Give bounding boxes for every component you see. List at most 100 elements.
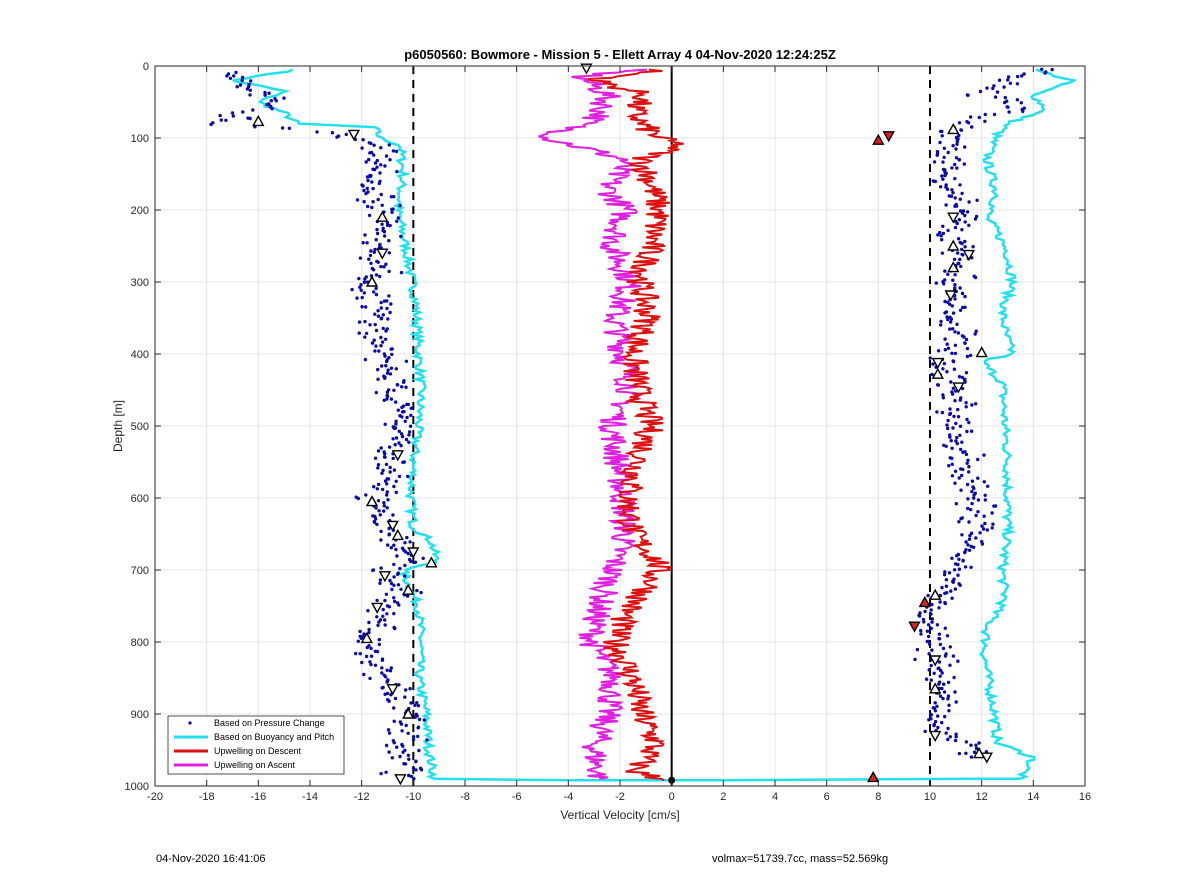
pressure-point — [389, 366, 394, 370]
pressure-point — [379, 146, 383, 150]
pressure-point — [357, 331, 361, 335]
pressure-point — [953, 283, 957, 287]
pressure-point — [397, 474, 402, 479]
red-marker — [918, 595, 931, 608]
pressure-point — [387, 239, 391, 243]
pressure-point — [936, 233, 940, 237]
pressure-point — [930, 617, 934, 621]
pressure-point — [395, 554, 399, 558]
pressure-point — [936, 349, 941, 353]
pressure-point — [957, 476, 961, 480]
pressure-point — [963, 305, 967, 309]
pressure-point — [369, 662, 373, 667]
pressure-point — [375, 227, 379, 232]
pressure-point — [364, 191, 368, 196]
pressure-point — [964, 371, 969, 375]
pressure-point — [943, 299, 947, 304]
pressure-point — [943, 570, 947, 574]
pressure-point — [939, 234, 943, 238]
pressure-point — [400, 410, 405, 414]
pressure-point — [388, 223, 392, 228]
pressure-point — [389, 666, 393, 670]
pressure-point — [1003, 95, 1007, 100]
pressure-point — [387, 750, 391, 754]
pressure-point — [369, 261, 373, 265]
pressure-point — [972, 545, 976, 549]
pressure-point — [384, 364, 388, 368]
pressure-point — [962, 162, 966, 166]
pressure-point — [397, 441, 401, 445]
descent-marker — [386, 520, 399, 532]
ascent-marker — [952, 382, 965, 394]
pressure-point — [925, 639, 929, 644]
pressure-point — [960, 191, 964, 196]
pressure-point — [966, 506, 970, 511]
pressure-point — [382, 234, 387, 238]
x-tick-label: 0 — [669, 791, 675, 803]
pressure-point — [388, 372, 393, 376]
pressure-point — [956, 331, 961, 335]
pressure-point — [384, 770, 388, 774]
pressure-point — [960, 440, 964, 444]
pressure-point — [990, 511, 994, 515]
pressure-point — [965, 354, 970, 359]
pressure-point — [941, 393, 945, 397]
pressure-point — [951, 580, 955, 584]
pressure-point — [385, 394, 390, 399]
descent-marker — [407, 547, 420, 559]
y-tick-label: 600 — [131, 493, 149, 505]
pressure-point — [943, 269, 947, 273]
y-axis-ticks: 0 100 200 300 400 500 600 700 800 900 1000 — [125, 61, 1085, 793]
pressure-point — [926, 634, 931, 639]
pressure-point — [387, 143, 391, 147]
pressure-point — [960, 241, 964, 246]
pressure-point — [993, 95, 998, 99]
pressure-point — [400, 415, 404, 419]
pressure-point — [364, 654, 369, 659]
pressure-point — [969, 743, 973, 747]
pressure-point — [919, 632, 923, 636]
pressure-point — [241, 110, 245, 114]
pressure-point — [940, 686, 944, 691]
pressure-point — [364, 493, 368, 497]
pressure-point — [391, 456, 395, 461]
pressure-point — [961, 253, 965, 257]
pressure-point — [362, 632, 366, 636]
pressure-point — [388, 470, 392, 474]
pressure-point — [389, 546, 393, 550]
pressure-point — [952, 257, 957, 261]
pressure-point — [954, 439, 958, 443]
pressure-point — [371, 568, 376, 572]
pressure-point — [397, 429, 401, 433]
pressure-point — [1022, 72, 1026, 76]
pressure-point — [923, 609, 927, 614]
pressure-point — [950, 446, 954, 450]
pressure-point — [948, 407, 952, 411]
pressure-point — [369, 654, 374, 658]
pressure-point — [361, 138, 365, 142]
pressure-point — [374, 238, 378, 242]
pressure-point — [383, 164, 387, 168]
pressure-point — [926, 593, 930, 598]
pressure-point — [394, 436, 399, 440]
pressure-point — [955, 166, 959, 170]
pressure-point — [366, 204, 370, 209]
pressure-point — [356, 639, 360, 643]
pressure-point — [949, 589, 953, 593]
pressure-point — [392, 611, 396, 616]
pressure-point — [416, 734, 420, 739]
pressure-point — [967, 537, 972, 541]
pressure-point — [950, 351, 954, 355]
pressure-point — [963, 294, 967, 299]
pressure-point — [957, 567, 962, 571]
pressure-point — [269, 99, 273, 103]
pressure-point — [943, 601, 947, 606]
pressure-point — [358, 652, 362, 656]
pressure-point — [940, 410, 945, 415]
pressure-point — [375, 615, 379, 619]
pressure-point — [396, 216, 400, 220]
x-tick-label: -12 — [354, 791, 370, 803]
pressure-point — [414, 759, 418, 763]
pressure-point — [417, 748, 421, 753]
pressure-point — [951, 311, 956, 315]
